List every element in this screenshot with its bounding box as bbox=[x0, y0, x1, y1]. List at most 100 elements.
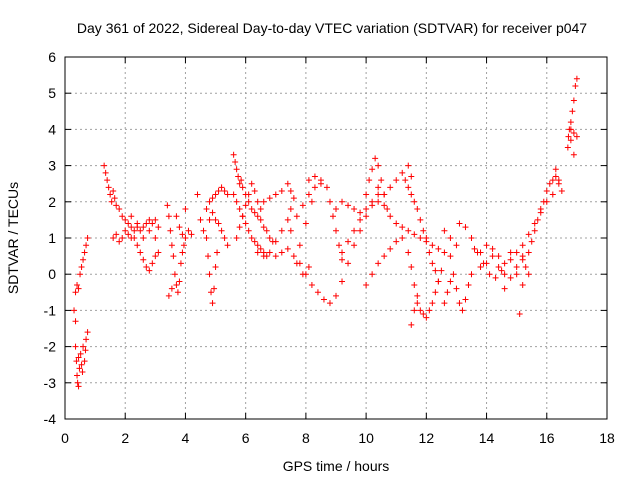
data-point bbox=[531, 227, 538, 234]
data-point bbox=[215, 187, 222, 194]
data-point bbox=[76, 365, 83, 372]
data-point bbox=[81, 358, 88, 365]
data-point bbox=[287, 227, 294, 234]
data-point bbox=[333, 292, 339, 299]
data-point bbox=[420, 311, 427, 318]
data-point bbox=[248, 235, 255, 241]
data-point bbox=[212, 216, 219, 223]
data-point bbox=[402, 177, 409, 184]
data-point bbox=[173, 282, 180, 289]
data-point bbox=[408, 321, 415, 328]
data-point bbox=[230, 151, 237, 158]
data-point bbox=[501, 260, 508, 267]
data-point bbox=[522, 263, 529, 270]
data-point bbox=[429, 260, 436, 267]
data-point bbox=[74, 379, 81, 386]
y-tick-label: -3 bbox=[44, 375, 57, 391]
data-point bbox=[552, 166, 559, 173]
data-point bbox=[119, 235, 126, 241]
data-point bbox=[456, 220, 463, 227]
data-point bbox=[567, 137, 574, 144]
data-point bbox=[426, 307, 433, 314]
data-point bbox=[453, 242, 460, 249]
y-tick-label: 4 bbox=[48, 121, 56, 137]
data-point bbox=[293, 260, 300, 267]
data-point bbox=[182, 206, 189, 213]
data-point bbox=[80, 343, 87, 350]
data-point bbox=[116, 238, 123, 245]
data-point bbox=[447, 253, 454, 260]
data-point bbox=[393, 238, 400, 245]
data-point bbox=[408, 263, 415, 270]
data-point bbox=[203, 235, 210, 241]
data-point bbox=[555, 177, 562, 184]
data-point bbox=[375, 198, 382, 205]
data-point bbox=[305, 177, 312, 184]
data-point bbox=[212, 191, 219, 198]
data-point bbox=[317, 180, 324, 187]
data-point bbox=[320, 296, 327, 303]
data-point bbox=[245, 191, 252, 198]
data-point bbox=[251, 187, 258, 194]
data-point bbox=[414, 206, 421, 213]
data-point bbox=[218, 184, 225, 191]
data-point bbox=[221, 235, 228, 241]
data-point bbox=[284, 216, 291, 223]
data-point bbox=[131, 227, 138, 234]
data-point bbox=[329, 213, 336, 220]
data-point bbox=[405, 162, 412, 169]
data-point bbox=[165, 292, 172, 299]
data-point bbox=[111, 195, 118, 202]
data-point bbox=[405, 227, 412, 234]
data-point bbox=[528, 238, 535, 245]
data-point bbox=[564, 144, 571, 151]
data-point bbox=[254, 249, 261, 256]
data-point bbox=[71, 307, 78, 314]
data-point bbox=[369, 166, 376, 173]
data-point bbox=[134, 242, 141, 249]
data-point bbox=[176, 224, 183, 231]
y-tick-label: -1 bbox=[44, 302, 57, 318]
data-point bbox=[272, 191, 279, 198]
data-point bbox=[299, 202, 306, 209]
data-point bbox=[393, 220, 400, 227]
data-point bbox=[296, 242, 303, 249]
data-point bbox=[486, 271, 493, 278]
data-point bbox=[221, 187, 228, 194]
data-point bbox=[513, 249, 520, 256]
data-point bbox=[113, 202, 120, 209]
data-point bbox=[101, 162, 108, 169]
data-point bbox=[333, 206, 339, 213]
data-point bbox=[438, 267, 445, 274]
data-point bbox=[305, 263, 312, 270]
data-point bbox=[543, 198, 550, 205]
data-point bbox=[125, 220, 132, 227]
data-point bbox=[73, 358, 80, 365]
data-point bbox=[351, 227, 358, 234]
data-point bbox=[489, 253, 496, 260]
data-point bbox=[414, 292, 421, 299]
data-point bbox=[308, 282, 315, 289]
data-point bbox=[381, 253, 388, 260]
data-point bbox=[232, 158, 239, 165]
data-point bbox=[468, 235, 475, 241]
data-point bbox=[519, 242, 526, 249]
x-tick-label: 4 bbox=[182, 430, 190, 446]
data-point bbox=[543, 187, 550, 194]
data-point bbox=[387, 213, 394, 220]
x-tick-label: 6 bbox=[242, 430, 250, 446]
data-point bbox=[140, 224, 147, 231]
data-point bbox=[525, 231, 532, 238]
data-point bbox=[387, 245, 394, 252]
data-point bbox=[450, 271, 457, 278]
data-point bbox=[456, 300, 463, 307]
data-point bbox=[107, 191, 114, 198]
data-point bbox=[549, 177, 556, 184]
chart-title: Day 361 of 2022, Sidereal Day-to-day VTE… bbox=[77, 20, 587, 36]
data-point bbox=[235, 173, 242, 180]
data-point bbox=[113, 231, 120, 238]
data-point bbox=[531, 220, 538, 227]
data-point bbox=[239, 184, 246, 191]
data-point bbox=[248, 206, 255, 213]
data-point bbox=[233, 166, 240, 173]
